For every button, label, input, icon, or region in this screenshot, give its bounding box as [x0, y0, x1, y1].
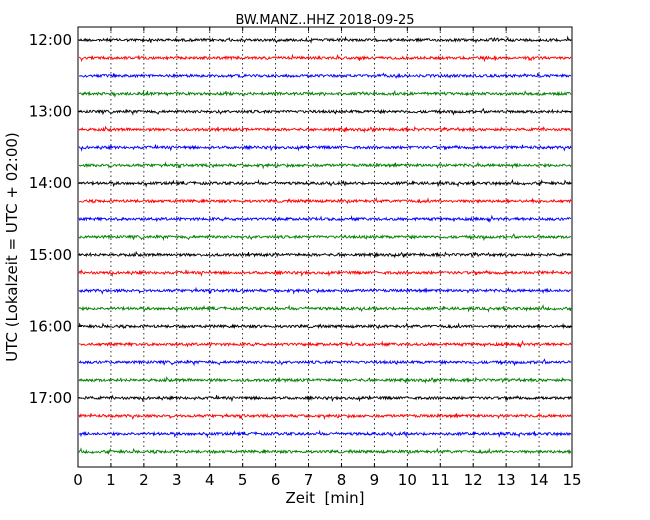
trace-line	[78, 358, 572, 367]
trace-line	[78, 304, 572, 314]
grid-lines	[110, 27, 540, 467]
trace-line	[79, 196, 572, 205]
x-tick-label: 0	[73, 471, 83, 489]
x-tick-label: 8	[337, 471, 347, 489]
trace-line	[78, 72, 572, 79]
trace-line	[78, 125, 572, 134]
y-axis: 12:00 13:00 14:00 15:00 16:00 17:00	[29, 31, 572, 407]
trace-line	[78, 144, 572, 152]
x-tick-label: 15	[562, 471, 581, 489]
trace-line	[78, 250, 572, 259]
trace-line	[78, 232, 572, 242]
x-axis: 0 1 2 3 4 5 6 7 8 9 10 11 12 13 14 15	[73, 27, 582, 489]
y-tick-label: 16:00	[29, 317, 72, 335]
trace-line	[78, 339, 572, 349]
x-tick-label: 9	[370, 471, 380, 489]
y-tick-label: 15:00	[29, 246, 72, 264]
x-tick-label: 1	[106, 471, 116, 489]
trace-line	[78, 376, 572, 384]
plot-frame	[77, 26, 573, 468]
trace-line	[78, 178, 572, 188]
trace-line	[78, 35, 572, 44]
x-tick-label: 13	[497, 471, 516, 489]
y-tick-label: 14:00	[29, 174, 72, 192]
x-tick-label: 14	[530, 471, 549, 489]
trace-line	[78, 89, 572, 98]
x-tick-label: 4	[205, 471, 215, 489]
y-tick-label: 13:00	[29, 103, 72, 121]
trace-line	[78, 53, 572, 63]
trace-line	[78, 269, 572, 278]
x-tick-label: 5	[238, 471, 248, 489]
trace-line	[78, 322, 572, 330]
trace-line	[78, 107, 572, 116]
trace-line	[78, 412, 572, 421]
trace-line	[78, 161, 572, 170]
x-tick-label: 12	[464, 471, 483, 489]
x-tick-label: 7	[304, 471, 314, 489]
x-axis-label: Zeit [min]	[285, 489, 364, 507]
x-tick-label: 2	[139, 471, 149, 489]
trace-line	[78, 429, 572, 439]
x-tick-label: 3	[172, 471, 182, 489]
y-tick-label: 17:00	[29, 389, 72, 407]
x-tick-label: 10	[398, 471, 417, 489]
trace-line	[78, 394, 572, 403]
trace-line	[78, 447, 572, 455]
y-axis-label: UTC (Lokalzeit = UTC + 02:00)	[3, 132, 21, 362]
trace-line	[78, 286, 572, 295]
chart-title: BW.MANZ..HHZ 2018-09-25	[235, 13, 414, 28]
traces	[78, 35, 572, 455]
x-tick-label: 6	[271, 471, 281, 489]
trace-line	[78, 214, 571, 224]
y-tick-label: 12:00	[29, 31, 72, 49]
x-tick-label: 11	[431, 471, 450, 489]
